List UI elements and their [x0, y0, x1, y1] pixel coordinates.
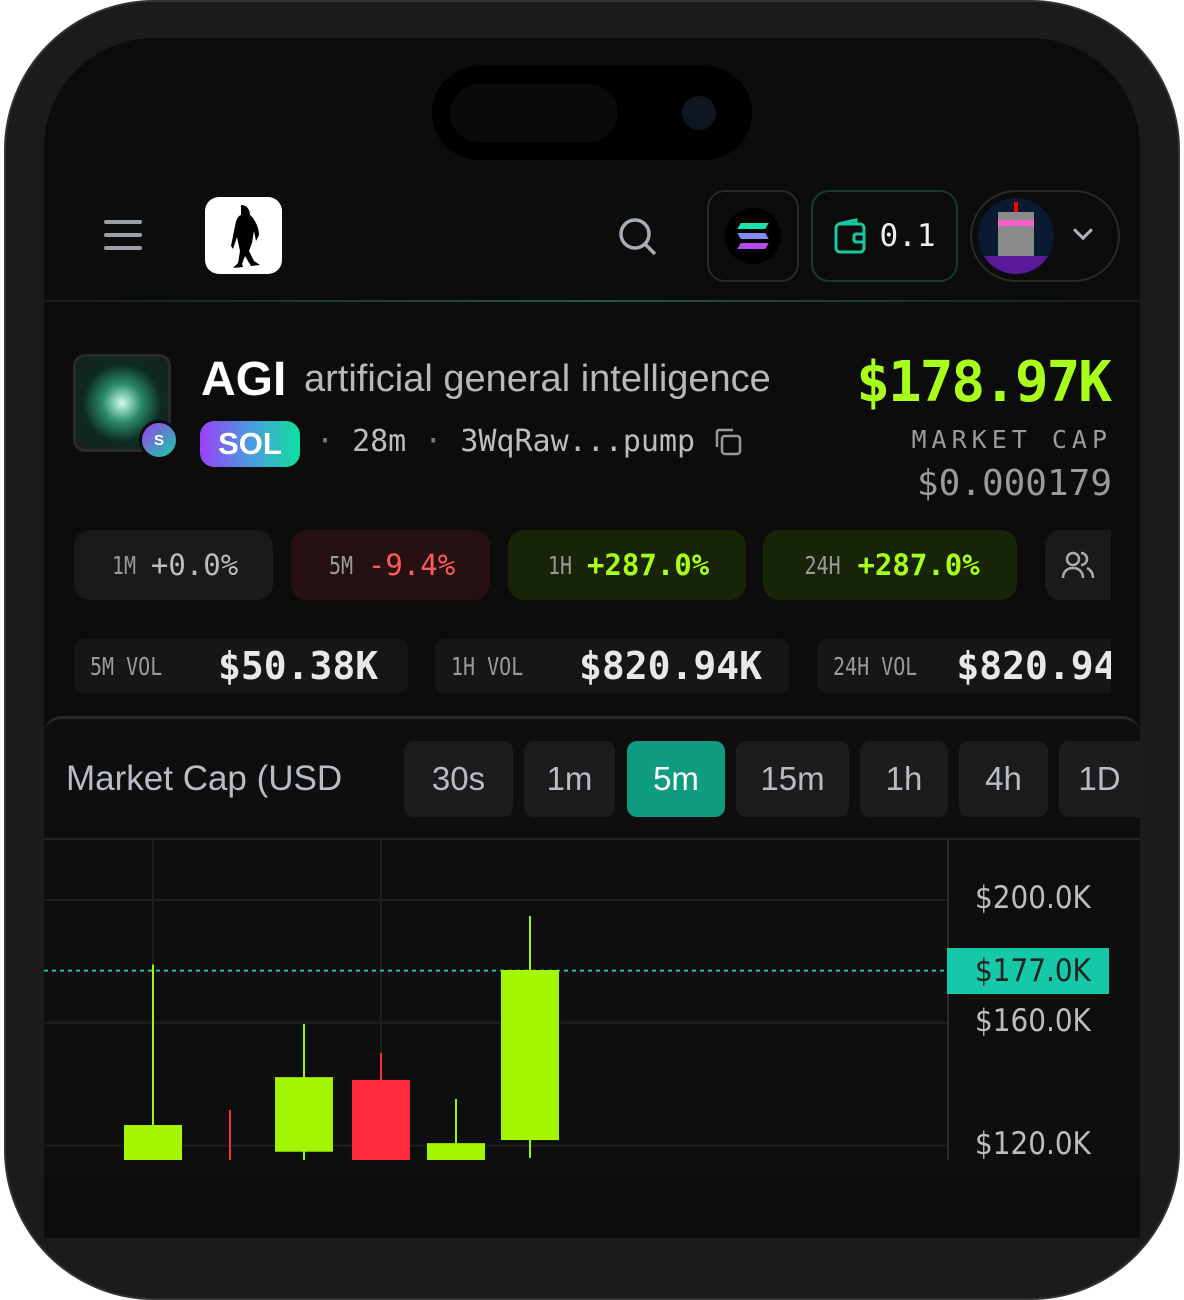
chain-mini-badge: S	[139, 420, 179, 460]
candle-body	[275, 1077, 333, 1152]
account-menu-button[interactable]	[970, 190, 1120, 282]
users-icon	[1061, 551, 1095, 579]
timeframe-15m[interactable]: 15m	[736, 741, 849, 817]
candle-body	[352, 1079, 410, 1160]
chevron-down-icon	[1073, 220, 1093, 241]
volume-1h: 1H VOL $820.94K	[435, 639, 789, 693]
candlestick-chart[interactable]	[44, 840, 1140, 1160]
y-tick-200k: $200.0K	[975, 880, 1091, 916]
camera-icon	[682, 96, 716, 130]
copy-icon[interactable]	[713, 427, 743, 457]
timeframe-30s[interactable]: 30s	[404, 741, 513, 817]
token-address[interactable]: 3WqRaw...pump	[460, 424, 696, 459]
chain-badge: SOL	[200, 421, 300, 467]
dynamic-island	[432, 66, 752, 160]
candle-body	[427, 1143, 485, 1160]
change-chip-1m[interactable]: 1M +0.0%	[74, 530, 273, 600]
token-name: artificial general intelligence	[304, 358, 771, 400]
y-tick-120k: $120.0K	[975, 1126, 1091, 1162]
change-chip-1h[interactable]: 1H +287.0%	[508, 530, 746, 600]
current-price-label: $177.0K	[947, 948, 1109, 994]
search-icon[interactable]	[618, 217, 658, 257]
candle-body	[501, 969, 559, 1141]
wallet-balance-button[interactable]: 0.1	[811, 190, 958, 282]
chain-selector-button[interactable]	[707, 190, 799, 282]
token-symbol: AGI	[201, 353, 287, 406]
token-meta: · 28m · 3WqRaw...pump	[316, 424, 743, 459]
header-divider	[44, 300, 1140, 302]
y-tick-160k: $160.0K	[975, 1003, 1091, 1039]
bigfoot-logo[interactable]	[205, 197, 282, 274]
timeframe-4h[interactable]: 4h	[959, 741, 1048, 817]
avatar	[978, 198, 1054, 274]
volume-24h: 24H VOL$820.94K	[817, 639, 1111, 693]
solana-icon	[725, 208, 781, 264]
change-chip-24h[interactable]: 24H +287.0%	[763, 530, 1017, 600]
timeframe-5m[interactable]: 5m	[627, 741, 725, 817]
token-price: $0.000179	[916, 463, 1112, 504]
chart-title: Market Cap (USD	[66, 759, 343, 798]
timeframe-1m[interactable]: 1m	[524, 741, 615, 817]
menu-icon[interactable]	[104, 220, 142, 252]
wallet-icon	[834, 218, 865, 254]
volume-5m: 5M VOL $50.38K	[74, 639, 408, 693]
market-cap-value: $178.97K	[856, 350, 1112, 415]
timeframe-1d[interactable]: 1D	[1059, 741, 1140, 817]
wallet-balance: 0.1	[879, 218, 936, 254]
token-age: 28m	[352, 424, 407, 459]
holders-chip[interactable]	[1045, 530, 1111, 600]
timeframe-1h[interactable]: 1h	[860, 741, 948, 817]
market-cap-label: MARKET CAP	[911, 425, 1112, 454]
candle-body	[124, 1125, 182, 1160]
change-chip-5m[interactable]: 5M -9.4%	[291, 530, 490, 600]
